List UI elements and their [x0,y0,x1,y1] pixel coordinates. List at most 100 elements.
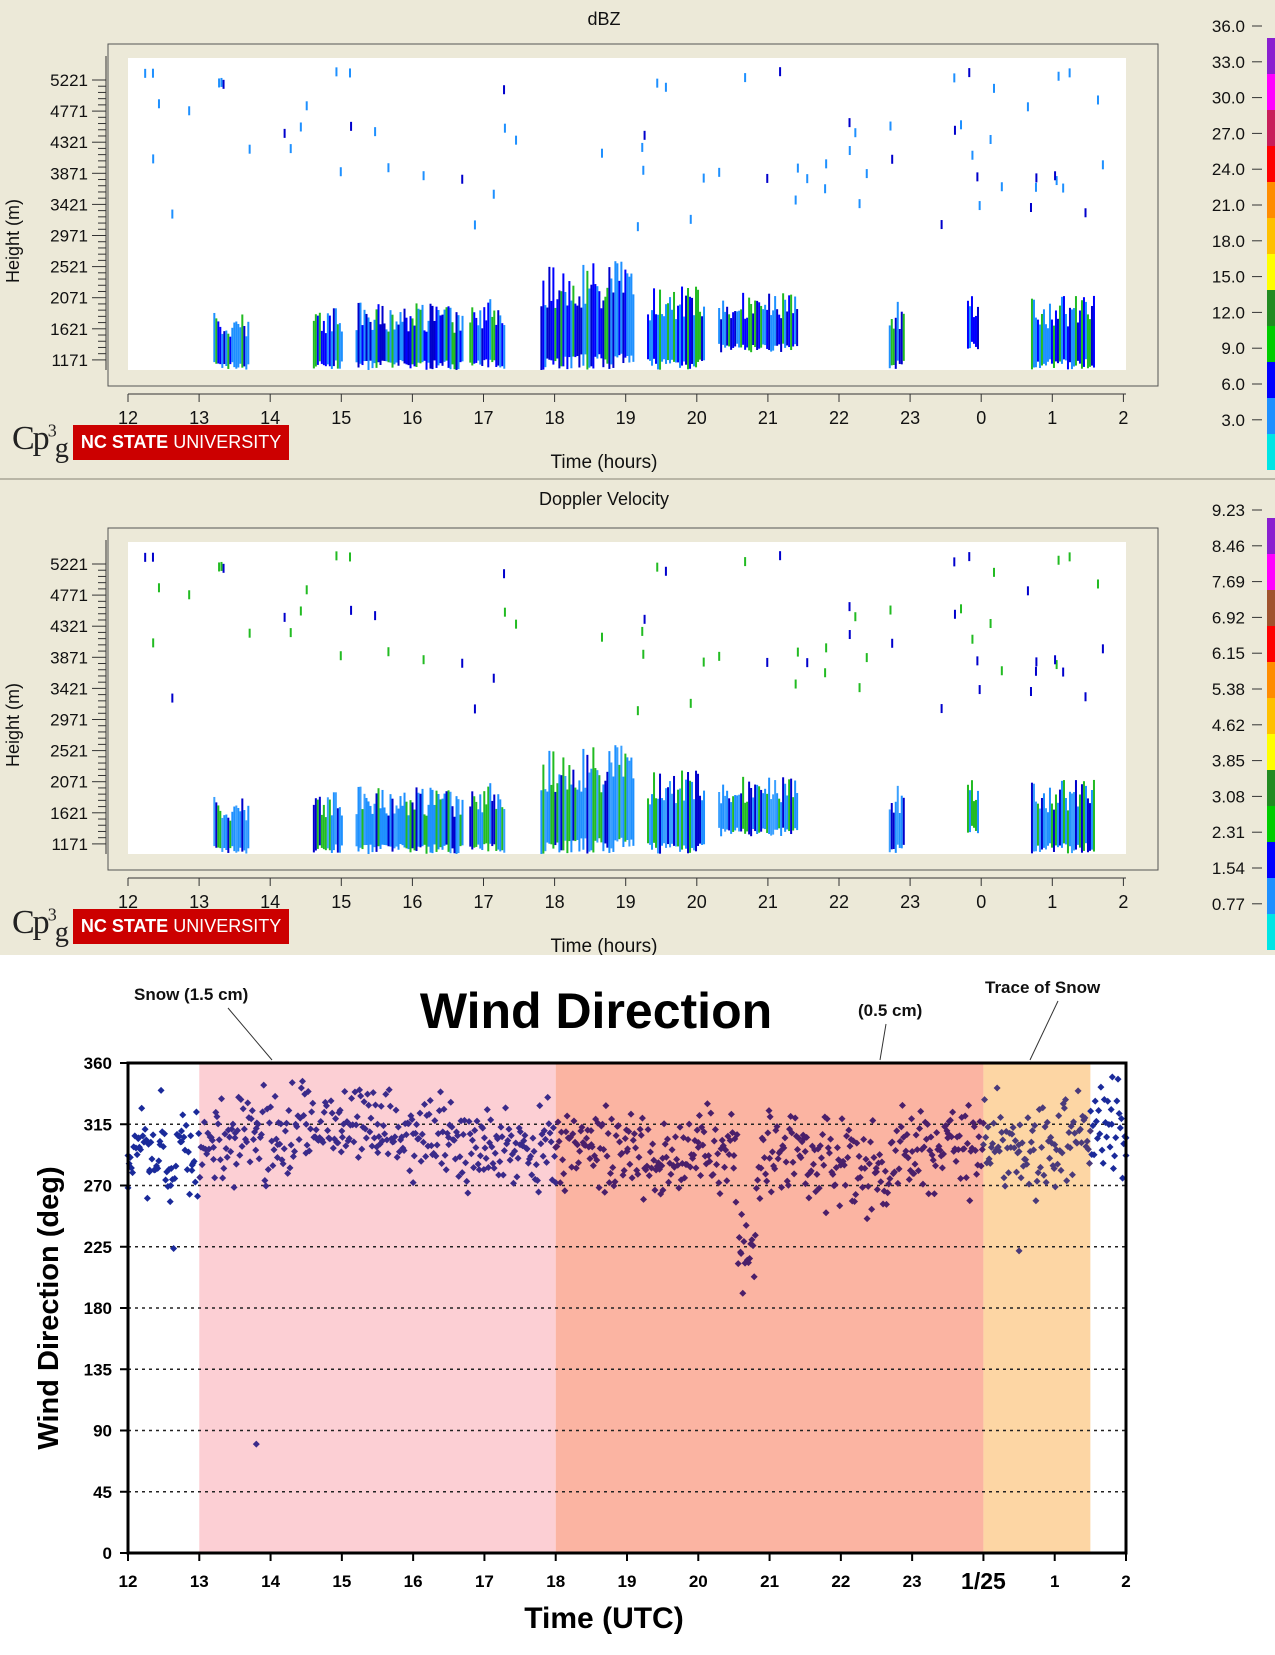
wind-point [588,1143,596,1151]
echo-column [433,804,436,845]
wind-point [349,1121,357,1129]
colorbar-swatch [1267,182,1275,218]
x-tick-label: 23 [903,1572,922,1591]
wind-point [946,1116,954,1124]
echo-column [558,290,561,369]
echo-column [439,315,442,364]
echo-column [608,751,611,853]
wind-point [794,1145,802,1153]
wind-point [817,1154,825,1162]
wind-point [836,1202,844,1210]
wind-point [450,1136,458,1144]
echo-speck [806,658,809,668]
x-axis: 12 13 14 15 16 17 18 19 20 21 22 23 1/25 1 2 [119,1553,1131,1594]
wind-point [1043,1118,1051,1126]
echo-column [387,331,390,363]
wind-point [300,1112,308,1120]
echo-column [896,301,899,361]
wind-point [803,1133,811,1141]
echo-column [628,276,631,363]
wind-point [1078,1139,1086,1147]
wind-point [911,1160,919,1168]
wind-point [920,1143,928,1151]
echo-column [239,811,242,848]
echo-column [403,792,406,848]
echo-column [677,789,680,847]
colorbar-label: 6.15 [1212,644,1245,663]
x-tick-label: 22 [829,892,849,912]
colorbar-label: 0.77 [1212,895,1245,914]
wind-point [768,1148,776,1156]
wind-point [305,1147,313,1155]
wind-point [855,1152,863,1160]
echo-column [334,792,337,845]
echo-speck [848,602,851,612]
wind-point [577,1127,585,1135]
echo-column [443,309,446,362]
echo-column [413,325,416,367]
echo-column [766,793,769,833]
echo-column [453,332,456,370]
wind-point [320,1108,328,1116]
wind-point [302,1120,310,1128]
wind-point [890,1168,898,1176]
echo-column [594,284,597,357]
echo-speck [1035,173,1038,183]
echo-column [429,787,432,853]
wind-point [620,1166,628,1174]
wind-point [341,1087,349,1095]
wind-point [635,1153,643,1161]
echo-column [1070,309,1073,370]
echo-column [423,814,426,845]
wind-point [540,1127,548,1135]
echo-column [229,336,232,365]
x-tick-label: 15 [332,1572,351,1591]
echo-column [726,790,729,830]
echo-column [225,814,228,850]
wind-point [143,1194,151,1202]
wind-point [513,1173,521,1181]
wind-point [659,1186,667,1194]
echo-column [1064,314,1067,361]
wind-point [589,1162,597,1170]
echo-column [770,799,773,836]
colorbar-label: 27.0 [1212,124,1245,143]
wind-point [727,1110,735,1118]
echo-column [393,813,396,849]
echo-column [695,770,698,852]
wind-point [139,1132,147,1140]
wind-point [521,1131,529,1139]
echo-column [359,786,362,848]
wind-point [229,1120,237,1128]
echo-column [564,775,567,841]
wind-point [134,1135,142,1143]
wind-point [876,1151,884,1159]
wind-point [549,1124,557,1132]
echo-column [373,803,376,848]
echo-speck [1055,176,1058,186]
echo-column [213,312,216,363]
wind-point [658,1162,666,1170]
plot-frame [107,527,1159,871]
echo-column [720,803,723,837]
echo-column [788,295,791,348]
wind-point [605,1179,613,1187]
wind-point [541,1135,549,1143]
echo-column [483,307,486,361]
echo-column [550,784,553,845]
wind-point [801,1147,809,1155]
wind-point [256,1133,264,1141]
echo-column [695,286,698,368]
wind-point [1034,1169,1042,1177]
echo-column [616,747,619,842]
echo-column [572,769,575,841]
wind-point [302,1149,310,1157]
wind-point [445,1141,453,1149]
wind-point [342,1142,350,1150]
echo-column [367,317,370,370]
echo-column [383,807,386,845]
echo-column [1072,792,1075,851]
echo-column [395,805,398,847]
wind-point [947,1133,955,1141]
echo-column [582,264,585,366]
